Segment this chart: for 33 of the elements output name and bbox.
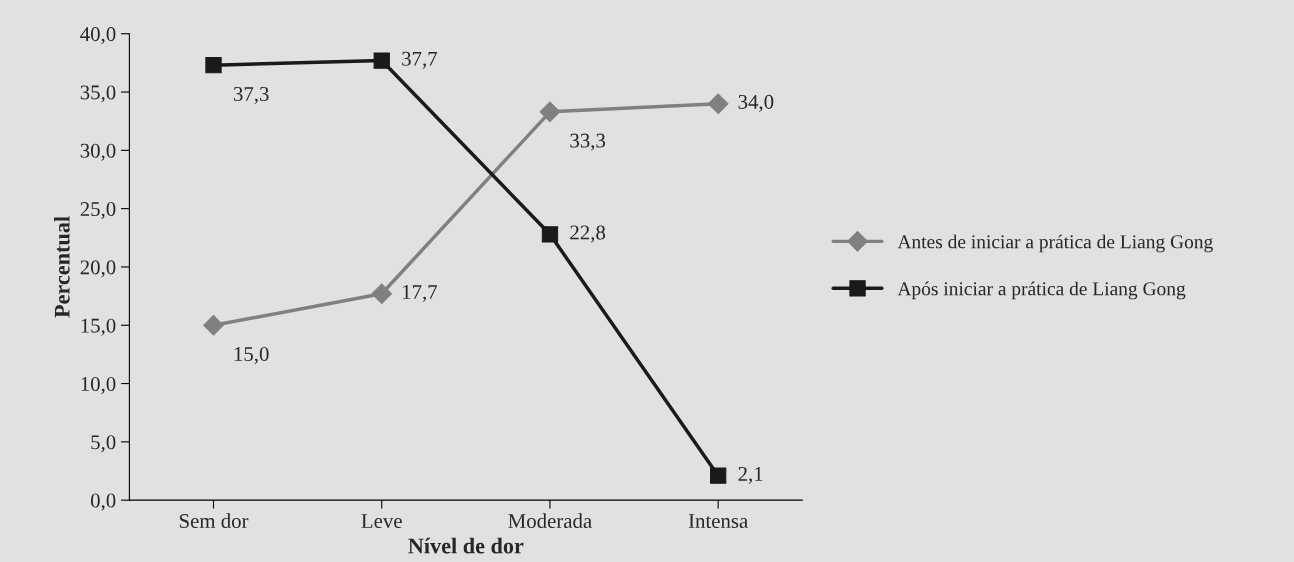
point xyxy=(710,467,727,484)
data-label: 17,7 xyxy=(403,285,438,302)
point xyxy=(539,101,561,123)
y-tick-label: 15,0 xyxy=(81,318,116,336)
point xyxy=(373,52,390,69)
data-label: 37,3 xyxy=(233,86,269,104)
legend-label: Após iniciar a prática de Liang Gong xyxy=(897,281,1186,300)
data-label: 22,8 xyxy=(570,225,606,243)
legend-label: Antes de iniciar a prática de Liang Gong xyxy=(897,234,1213,253)
y-tick-label: 30,0 xyxy=(80,143,116,161)
x-axis-title: Nível de dor xyxy=(408,537,524,554)
data-label: 2,1 xyxy=(738,466,763,484)
x-tick-label: Leve xyxy=(361,514,402,529)
y-tick-label: 20,0 xyxy=(80,260,116,278)
y-tick-label: 35,0 xyxy=(80,85,116,103)
y-tick-label: 5,0 xyxy=(91,435,116,453)
data-label: 37,7 xyxy=(402,51,438,69)
point xyxy=(371,283,393,305)
y-tick-label: 0,0 xyxy=(90,493,116,511)
data-label: 33,3 xyxy=(570,133,606,151)
point xyxy=(205,57,222,74)
y-tick-label: 25,0 xyxy=(80,202,116,220)
x-tick-label: Moderada xyxy=(508,513,592,529)
data-label: 34,0 xyxy=(738,94,774,112)
point xyxy=(541,226,559,243)
point xyxy=(707,93,729,115)
y-tick-label: 40,0 xyxy=(80,27,116,45)
y-axis-title: Percentual xyxy=(54,216,70,318)
data-label: 15,0 xyxy=(234,346,269,365)
y-tick-label: 10,0 xyxy=(81,376,116,394)
x-tick-label: Intensa xyxy=(688,514,748,529)
x-tick-label: Sem dor xyxy=(179,513,249,529)
point xyxy=(203,314,224,336)
